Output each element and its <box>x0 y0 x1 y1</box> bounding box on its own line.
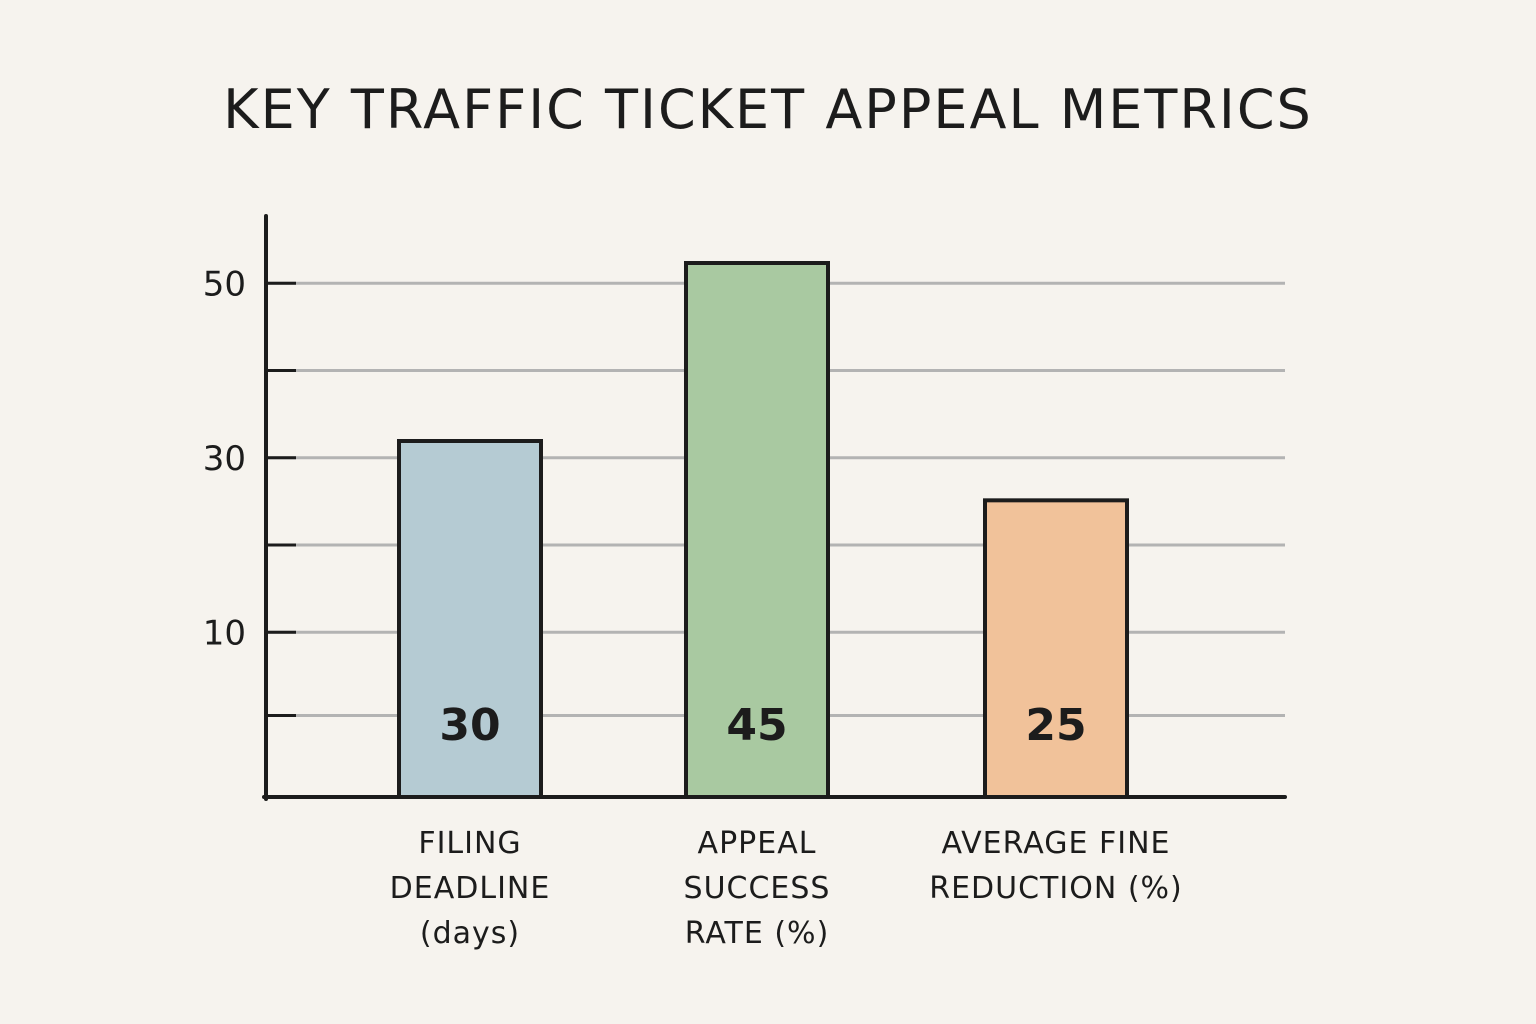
bar <box>397 439 543 799</box>
x-category-label-line: REDUCTION (%) <box>929 871 1182 906</box>
x-category-label-line: RATE (%) <box>685 916 830 951</box>
x-category-label-line: (days) <box>420 916 520 951</box>
x-category-label-line: FILING <box>418 826 521 861</box>
bar <box>684 261 830 799</box>
x-category-label: APPEAL SUCCESS RATE (%) <box>684 826 831 951</box>
x-category-label: FILING DEADLINE (days) <box>390 826 551 951</box>
x-category-label-line: SUCCESS <box>684 871 831 906</box>
x-category-label-line: DEADLINE <box>390 871 551 906</box>
y-tick-label: 30 <box>203 439 246 479</box>
bar <box>983 498 1129 799</box>
bar-data-label: 30 <box>439 700 500 751</box>
x-category-label: AVERAGE FINE REDUCTION (%) <box>929 826 1182 906</box>
y-tick-label: 50 <box>203 264 246 304</box>
bar-data-label: 25 <box>1025 700 1086 751</box>
x-category-label-line: APPEAL <box>698 826 817 861</box>
y-tick-label: 10 <box>203 613 246 653</box>
chart-title: KEY TRAFFIC TICKET APPEAL METRICS <box>223 78 1313 141</box>
x-category-label-line: AVERAGE FINE <box>942 826 1171 861</box>
bar-data-label: 45 <box>726 700 787 751</box>
